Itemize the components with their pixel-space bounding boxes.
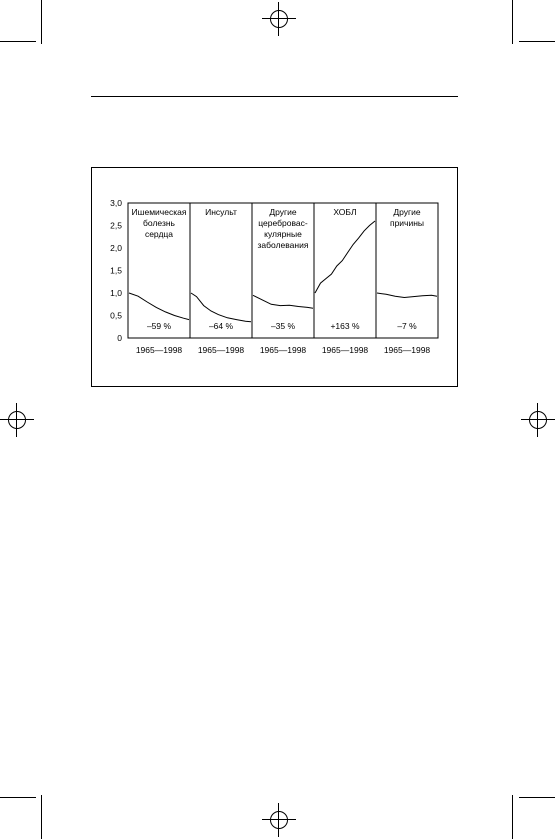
mortality-chart: 3,0 2,5 2,0 1,5 1,0 0,5 0 Ишемическаяболезньсер… [110, 198, 439, 355]
change-label: –59 % [147, 321, 172, 331]
panel-title-line: Ишемическая [132, 207, 187, 217]
change-label: –64 % [209, 321, 234, 331]
panel-box [189, 202, 253, 339]
registration-mark-bottom [262, 803, 296, 837]
x-axis-label: 1965—1998 [322, 345, 369, 355]
panel-title-line: кулярные [264, 229, 302, 239]
panel-title-line: причины [390, 218, 424, 228]
series-line [128, 292, 190, 321]
y-tick-label: 0 [117, 333, 122, 343]
panel-box [375, 202, 439, 339]
panel-title-line: болезнь [143, 218, 176, 228]
panel-title-line: Другие [269, 207, 296, 217]
y-tick-label: 1,0 [110, 288, 122, 298]
panel-title-line: Другие [393, 207, 420, 217]
y-tick-label: 3,0 [110, 198, 122, 208]
y-tick-label: 0,5 [110, 311, 122, 321]
registration-mark-right [521, 403, 555, 437]
change-label: +163 % [330, 321, 360, 331]
x-axis-label: 1965—1998 [384, 345, 431, 355]
x-axis-label: 1965—1998 [260, 345, 307, 355]
series-line [190, 292, 252, 323]
panel-title-line: ХОБЛ [333, 207, 356, 217]
registration-mark-top [262, 2, 296, 36]
chart-frame [91, 167, 458, 387]
series-line [314, 220, 376, 294]
registration-mark-left [0, 403, 34, 437]
series-line [252, 294, 314, 309]
y-tick-label: 2,5 [110, 221, 122, 231]
change-label: –35 % [271, 321, 296, 331]
x-axis-label: 1965—1998 [198, 345, 245, 355]
x-axis-label: 1965—1998 [136, 345, 183, 355]
change-label: –7 % [397, 321, 417, 331]
series-line [376, 292, 438, 299]
y-tick-label: 1,5 [110, 266, 122, 276]
panel-title-line: сердца [145, 229, 173, 239]
panel-title-line: заболевания [258, 240, 309, 250]
panel-title-line: Инсульт [205, 207, 237, 217]
y-tick-label: 2,0 [110, 243, 122, 253]
panel-title-line: цереброваc- [258, 218, 308, 228]
header-rule [91, 96, 458, 97]
panel-box [313, 202, 377, 339]
